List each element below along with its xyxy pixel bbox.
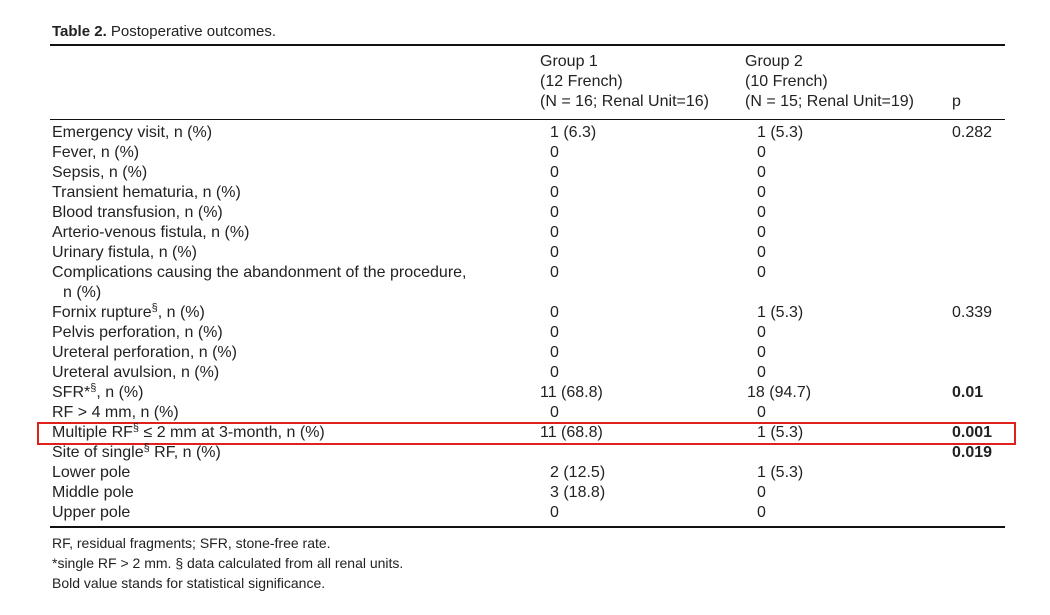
row-label: Pelvis perforation, n (%) bbox=[52, 324, 223, 341]
row-label: Upper pole bbox=[52, 504, 131, 521]
column-header: Group 1 bbox=[540, 53, 598, 70]
cell-value: 0 bbox=[757, 324, 766, 341]
cell-value: 0 bbox=[757, 264, 766, 281]
header-rule bbox=[50, 119, 1005, 120]
title-text: Postoperative outcomes. bbox=[110, 23, 277, 40]
p-value: 0.01 bbox=[952, 384, 984, 401]
row-label: Sepsis, n (%) bbox=[52, 164, 148, 181]
cell-value: 2 (12.5) bbox=[550, 464, 606, 481]
cell-value: 1 (5.3) bbox=[757, 124, 804, 141]
cell-value: 18 (94.7) bbox=[747, 384, 812, 401]
top-rule bbox=[50, 44, 1005, 46]
label-sup: § bbox=[90, 382, 97, 394]
cell-value: 0 bbox=[757, 404, 766, 421]
cell-value: 0 bbox=[550, 344, 559, 361]
row-label: Site of single§ RF, n (%) bbox=[52, 443, 221, 463]
row-label: Middle pole bbox=[52, 484, 134, 501]
cell-value: 11 (68.8) bbox=[540, 424, 603, 441]
row-label: Transient hematuria, n (%) bbox=[52, 184, 241, 201]
cell-value: 3 (18.8) bbox=[550, 484, 606, 501]
footnote: *single RF > 2 mm. § data calculated fro… bbox=[52, 555, 404, 571]
label-text: , n (%) bbox=[96, 384, 144, 401]
title-label: Table 2. bbox=[52, 23, 107, 40]
cell-value: 0 bbox=[550, 244, 559, 261]
row-label: Emergency visit, n (%) bbox=[52, 124, 213, 141]
cell-value: 0 bbox=[757, 364, 766, 381]
cell-value: 0 bbox=[757, 504, 766, 521]
cell-value: 0 bbox=[550, 224, 559, 241]
cell-value: 0 bbox=[757, 224, 766, 241]
cell-value: 0 bbox=[757, 164, 766, 181]
cell-value: 1 (5.3) bbox=[757, 464, 804, 481]
row-label: Fever, n (%) bbox=[52, 144, 140, 161]
label-text: RF, n (%) bbox=[149, 444, 221, 461]
label-sup: § bbox=[143, 442, 150, 454]
p-value: 0.001 bbox=[952, 424, 993, 441]
cell-value: 0 bbox=[757, 484, 766, 501]
label-text: Multiple RF bbox=[52, 424, 133, 441]
row-label: Urinary fistula, n (%) bbox=[52, 244, 197, 261]
row-label: Ureteral avulsion, n (%) bbox=[52, 364, 220, 381]
column-header: (12 French) bbox=[540, 73, 623, 90]
p-value: 0.339 bbox=[952, 304, 993, 321]
column-header: p bbox=[952, 93, 961, 110]
row-label: Ureteral perforation, n (%) bbox=[52, 344, 237, 361]
cell-value: 0 bbox=[550, 204, 559, 221]
cell-value: 0 bbox=[757, 344, 766, 361]
cell-value: 0 bbox=[550, 324, 559, 341]
cell-value: 0 bbox=[550, 164, 559, 181]
bottom-rule bbox=[50, 526, 1005, 528]
p-value: 0.282 bbox=[952, 124, 993, 141]
cell-value: 0 bbox=[550, 404, 559, 421]
row-label: n (%) bbox=[63, 284, 102, 301]
highlight-box bbox=[37, 422, 1016, 445]
cell-value: 0 bbox=[757, 244, 766, 261]
table-title: Table 2. Postoperative outcomes. bbox=[52, 22, 276, 42]
row-label: Complications causing the abandonment of… bbox=[52, 264, 467, 281]
label-text: , n (%) bbox=[157, 304, 205, 321]
column-header: (10 French) bbox=[745, 73, 828, 90]
row-label: Fornix rupture§, n (%) bbox=[52, 303, 205, 323]
cell-value: 0 bbox=[550, 144, 559, 161]
cell-value: 1 (5.3) bbox=[757, 424, 804, 441]
row-label: Lower pole bbox=[52, 464, 131, 481]
p-value: 0.019 bbox=[952, 444, 993, 461]
cell-value: 0 bbox=[757, 144, 766, 161]
cell-value: 0 bbox=[550, 364, 559, 381]
row-label: SFR*§, n (%) bbox=[52, 383, 143, 403]
footnote: RF, residual fragments; SFR, stone-free … bbox=[52, 535, 331, 551]
cell-value: 0 bbox=[550, 304, 559, 321]
cell-value: 1 (6.3) bbox=[550, 124, 597, 141]
cell-value: 0 bbox=[550, 184, 559, 201]
column-header: Group 2 bbox=[745, 53, 803, 70]
column-header: (N = 16; Renal Unit=16) bbox=[540, 93, 709, 110]
cell-value: 0 bbox=[550, 264, 559, 281]
cell-value: 0 bbox=[757, 204, 766, 221]
label-text: SFR* bbox=[52, 384, 91, 401]
label-sup: § bbox=[151, 302, 158, 314]
cell-value: 11 (68.8) bbox=[540, 384, 603, 401]
row-label: Blood transfusion, n (%) bbox=[52, 204, 223, 221]
cell-value: 0 bbox=[757, 184, 766, 201]
column-header: (N = 15; Renal Unit=19) bbox=[745, 93, 914, 110]
cell-value: 0 bbox=[550, 504, 559, 521]
row-label: RF > 4 mm, n (%) bbox=[52, 404, 179, 421]
cell-value: 1 (5.3) bbox=[757, 304, 804, 321]
row-label: Arterio-venous fistula, n (%) bbox=[52, 224, 250, 241]
label-text: ≤ 2 mm at 3-month, n (%) bbox=[139, 424, 325, 441]
label-text: Fornix rupture bbox=[52, 304, 152, 321]
label-sup: § bbox=[132, 422, 140, 434]
footnote: Bold value stands for statistical signif… bbox=[52, 575, 326, 591]
label-text: Site of single bbox=[52, 444, 144, 461]
row-label: Multiple RF§ ≤ 2 mm at 3-month, n (%) bbox=[52, 423, 325, 443]
